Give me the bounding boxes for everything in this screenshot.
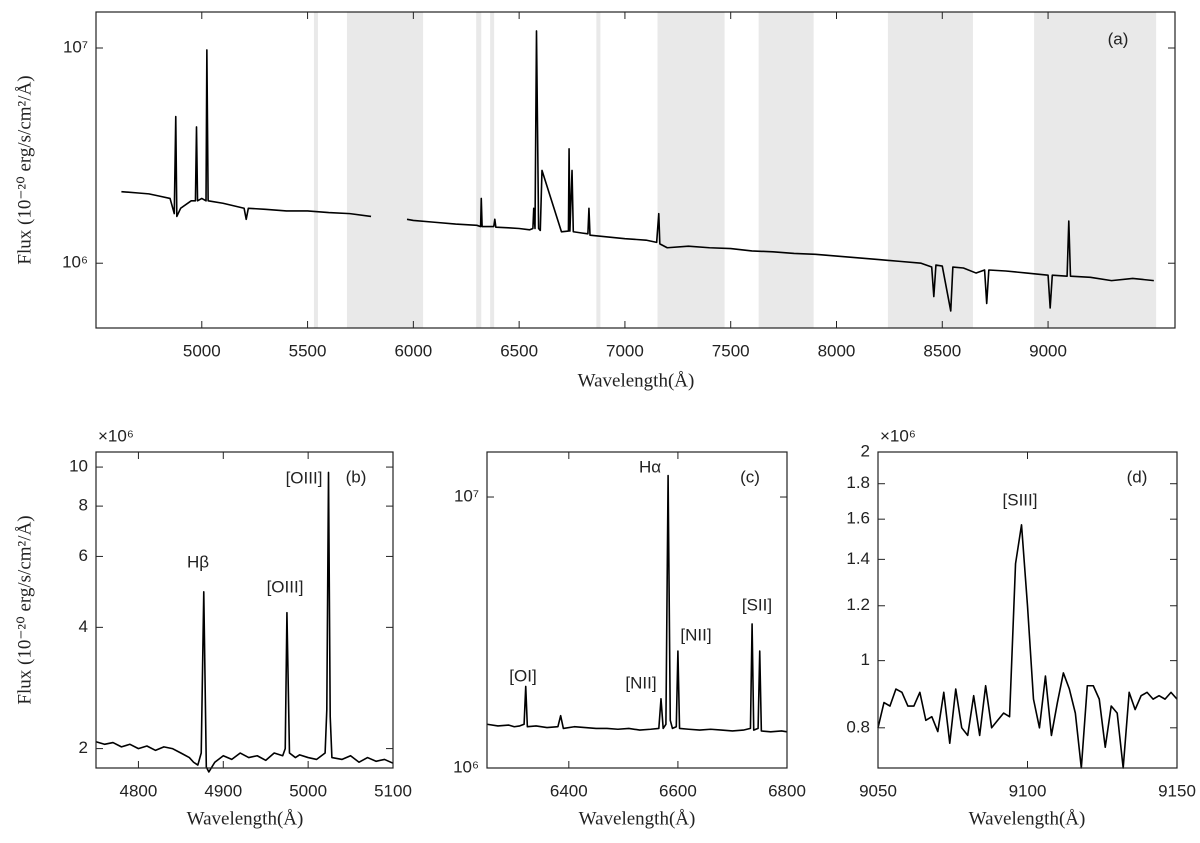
x-tick-label: 5000 <box>183 341 221 360</box>
y-tick-label: 4 <box>79 617 88 636</box>
x-tick-label: 8000 <box>818 341 856 360</box>
y-tick-label: 10 <box>69 457 88 476</box>
x-axis-label: Wavelength(Å) <box>579 808 696 829</box>
y-tick-label: 10⁶ <box>62 253 88 272</box>
masked-region <box>346 12 424 328</box>
line-annotation: [OIII] <box>286 468 323 487</box>
x-axis-label: Wavelength(Å) <box>578 370 695 391</box>
plot-frame <box>95 451 394 769</box>
masked-region <box>657 12 725 328</box>
x-tick-label: 4900 <box>204 781 242 800</box>
plot-frame <box>877 451 1178 769</box>
axis-multiplier: ×10⁶ <box>98 426 134 445</box>
x-tick-label: 9000 <box>1029 341 1067 360</box>
line-annotation: Hα <box>639 457 661 476</box>
y-tick-label: 2 <box>861 441 870 460</box>
x-tick-label: 4800 <box>120 781 158 800</box>
x-tick-label: 7000 <box>606 341 644 360</box>
masked-region <box>596 12 601 328</box>
masked-region <box>490 12 495 328</box>
y-axis-label: Flux (10⁻²⁰ erg/s/cm²/Å) <box>14 75 35 264</box>
line-annotation: [SII] <box>742 595 772 614</box>
panel-label: (d) <box>1127 467 1148 486</box>
y-tick-label: 6 <box>79 546 88 565</box>
x-tick-label: 6400 <box>550 781 588 800</box>
y-tick-label: 1.4 <box>846 549 870 568</box>
x-tick-label: 9150 <box>1158 781 1196 800</box>
x-tick-label: 9100 <box>1009 781 1047 800</box>
y-tick-label: 1 <box>861 650 870 669</box>
x-tick-label: 5100 <box>374 781 412 800</box>
spectrum-line <box>486 474 788 733</box>
x-tick-label: 6000 <box>394 341 432 360</box>
line-annotation: [OIII] <box>267 577 304 596</box>
plot-frame <box>486 451 788 769</box>
y-tick-label: 2 <box>79 738 88 757</box>
line-annotation: [NII] <box>680 625 711 644</box>
y-tick-label: 1.8 <box>846 473 870 492</box>
masked-region <box>313 12 318 328</box>
plot-frame <box>95 11 1176 329</box>
x-tick-label: 6600 <box>659 781 697 800</box>
x-tick-label: 9050 <box>859 781 897 800</box>
y-tick-label: 1.2 <box>846 595 870 614</box>
y-tick-label: 1.6 <box>846 509 870 528</box>
y-axis-label: Flux (10⁻²⁰ erg/s/cm²/Å) <box>14 515 35 704</box>
y-tick-label: 8 <box>79 496 88 515</box>
y-tick-label: 10⁶ <box>453 757 479 776</box>
y-tick-label: 10⁷ <box>454 487 479 506</box>
x-axis-label: Wavelength(Å) <box>187 808 304 829</box>
x-tick-label: 5500 <box>289 341 327 360</box>
x-tick-label: 6500 <box>500 341 538 360</box>
x-tick-label: 5000 <box>289 781 327 800</box>
axis-multiplier: ×10⁶ <box>880 426 916 445</box>
panel-label: (a) <box>1108 29 1129 48</box>
y-tick-label: 10⁷ <box>63 37 88 56</box>
spectrum-line <box>877 524 1178 769</box>
x-axis-label: Wavelength(Å) <box>969 808 1086 829</box>
line-annotation: [NII] <box>625 673 656 692</box>
panel-label: (b) <box>346 467 367 486</box>
spectrum-line <box>95 471 394 773</box>
x-tick-label: 7500 <box>712 341 750 360</box>
masked-region <box>476 12 482 328</box>
panel-label: (c) <box>740 467 760 486</box>
line-annotation: [SIII] <box>1003 490 1038 509</box>
line-annotation: [OI] <box>509 666 536 685</box>
x-tick-label: 6800 <box>768 781 806 800</box>
line-annotation: Hβ <box>187 552 209 571</box>
masked-region <box>887 12 973 328</box>
spectrum-line <box>121 30 1154 312</box>
x-tick-label: 8500 <box>923 341 961 360</box>
masked-region <box>758 12 814 328</box>
y-tick-label: 0.8 <box>846 717 870 736</box>
